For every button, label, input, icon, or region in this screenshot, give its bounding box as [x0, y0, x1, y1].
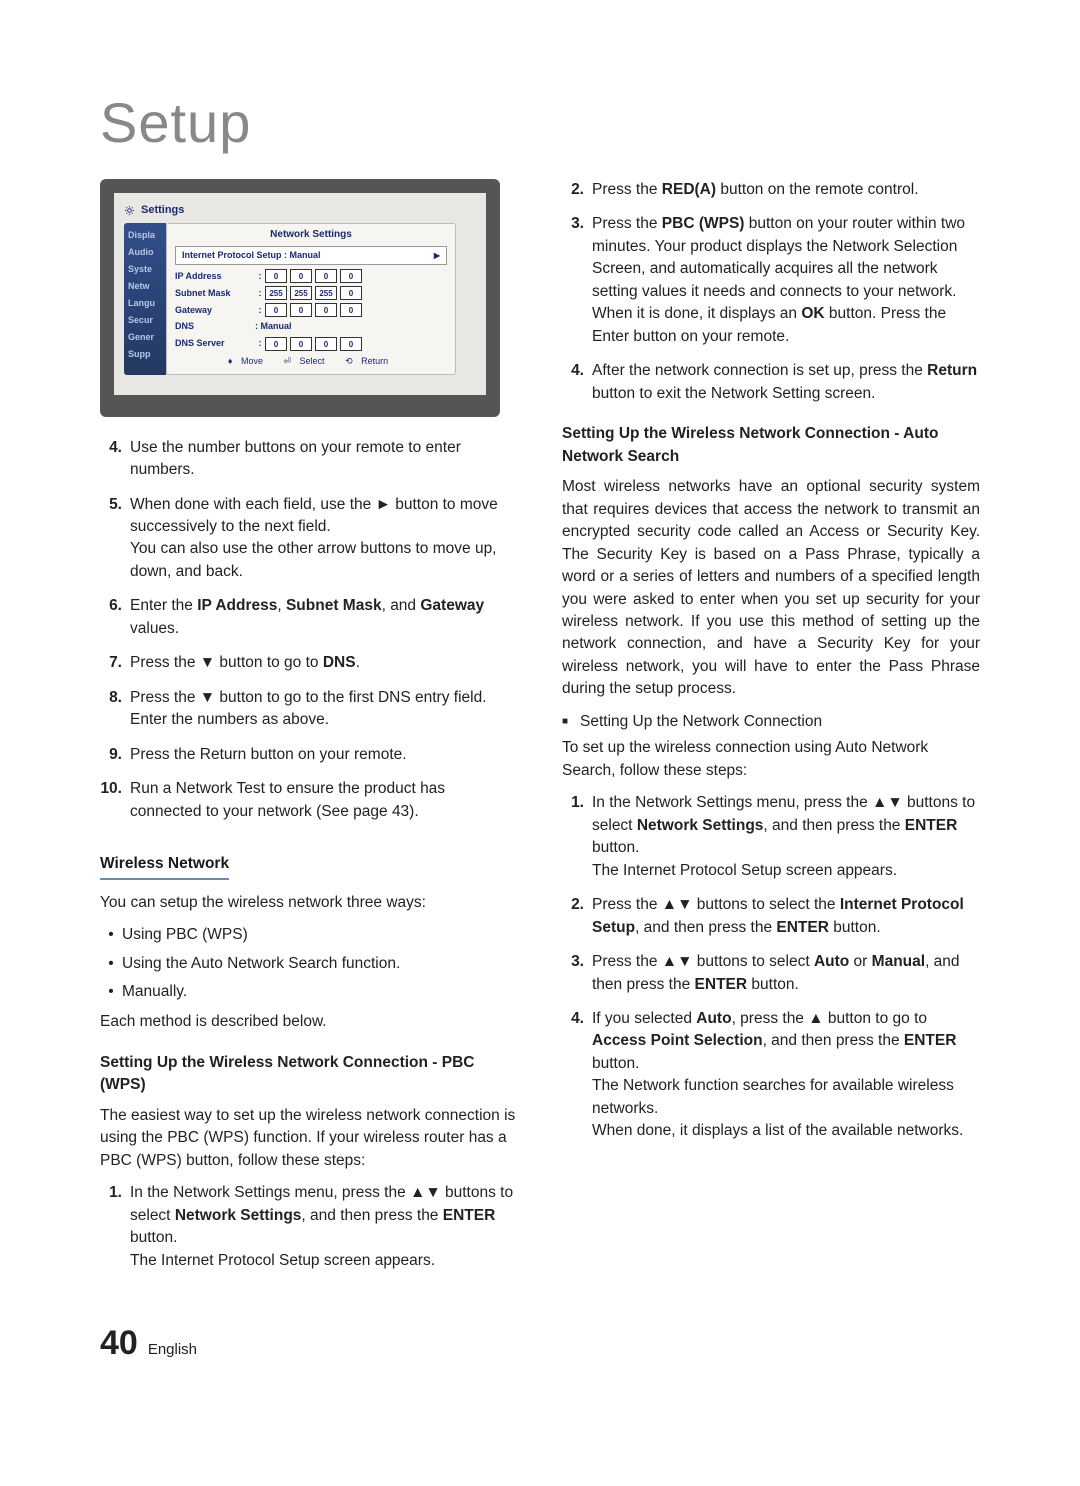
bullet-manual: •Manually.	[100, 981, 518, 1003]
right-column: 2.Press the RED(A) button on the remote …	[562, 179, 980, 1284]
tv-ip-box: 255	[290, 286, 312, 300]
step-4: 4.Use the number buttons on your remote …	[100, 437, 518, 482]
page-title: Setup	[100, 90, 980, 155]
tv-side-item: Audio	[124, 244, 166, 261]
tv-ip-box: 0	[340, 303, 362, 317]
tv-ip-box: 0	[340, 337, 362, 351]
tv-row-dns-server: DNS Server : 0 0 0 0	[175, 337, 447, 351]
tv-dropdown-label: Internet Protocol Setup : Manual	[182, 249, 321, 262]
conn-heading: ■Setting Up the Network Connection	[562, 711, 980, 733]
wireless-heading: Wireless Network	[100, 853, 229, 879]
tv-ip-box: 0	[265, 337, 287, 351]
r-step-4: 4.After the network connection is set up…	[562, 360, 980, 405]
tv-ip-box: 0	[265, 269, 287, 283]
pbc-intro: The easiest way to set up the wireless n…	[100, 1105, 518, 1172]
tv-side-item: Langu	[124, 295, 166, 312]
tv-footer-select: ⏎ Select	[283, 356, 330, 366]
r-step-3: 3.Press the PBC (WPS) button on your rou…	[562, 213, 980, 348]
page-footer: 40 English	[100, 1324, 980, 1363]
tv-row-dns: DNS : Manual	[175, 320, 447, 333]
tv-row-label: Subnet Mask	[175, 287, 255, 300]
tv-side-item: Syste	[124, 261, 166, 278]
tv-titlebar: Settings	[124, 203, 456, 219]
a-step-2: 2.Press the ▲▼ buttons to select the Int…	[562, 894, 980, 939]
page-lang: English	[148, 1341, 197, 1358]
tv-side-item: Gener	[124, 329, 166, 346]
a-step-3: 3.Press the ▲▼ buttons to select Auto or…	[562, 951, 980, 996]
bullet-auto: •Using the Auto Network Search function.	[100, 953, 518, 975]
tv-row-label: IP Address	[175, 270, 255, 283]
tv-row-ip: IP Address : 0 0 0 0	[175, 269, 447, 283]
step-8: 8.Press the ▼ button to go to the first …	[100, 687, 518, 732]
tv-footer: ♦ Move ⏎ Select ⟲ Return	[175, 355, 447, 368]
chevron-right-icon: ▶	[434, 250, 440, 262]
conn-intro: To set up the wireless connection using …	[562, 737, 980, 782]
page-number: 40	[100, 1324, 138, 1363]
content-columns: Settings Displa Audio Syste Netw Langu S…	[100, 179, 980, 1284]
tv-ip-box: 255	[315, 286, 337, 300]
tv-main-panel: Network Settings Internet Protocol Setup…	[166, 223, 456, 375]
tv-ip-box: 0	[340, 286, 362, 300]
gear-icon	[124, 205, 135, 216]
tv-footer-move: ♦ Move	[228, 356, 269, 366]
tv-ip-box: 0	[315, 269, 337, 283]
tv-ip-box: 0	[265, 303, 287, 317]
auto-heading: Setting Up the Wireless Network Connecti…	[562, 423, 980, 468]
tv-side-item: Supp	[124, 346, 166, 363]
tv-side-item: Secur	[124, 312, 166, 329]
pbc-step-1: 1.In the Network Settings menu, press th…	[100, 1182, 518, 1272]
wireless-each: Each method is described below.	[100, 1011, 518, 1033]
tv-ip-box: 0	[290, 269, 312, 283]
a-step-1: 1.In the Network Settings menu, press th…	[562, 792, 980, 882]
tv-side-item: Displa	[124, 227, 166, 244]
tv-ip-box: 0	[315, 303, 337, 317]
tv-dns-value: : Manual	[255, 320, 292, 333]
tv-side-item: Netw	[124, 278, 166, 295]
tv-ip-box: 0	[315, 337, 337, 351]
r-step-2: 2.Press the RED(A) button on the remote …	[562, 179, 980, 201]
tv-ip-box: 0	[340, 269, 362, 283]
tv-sidebar: Displa Audio Syste Netw Langu Secur Gene…	[124, 223, 166, 375]
left-column: Settings Displa Audio Syste Netw Langu S…	[100, 179, 518, 1284]
tv-row-gateway: Gateway : 0 0 0 0	[175, 303, 447, 317]
wireless-intro: You can setup the wireless network three…	[100, 892, 518, 914]
step-7: 7.Press the ▼ button to go to DNS.	[100, 652, 518, 674]
auto-paragraph: Most wireless networks have an optional …	[562, 476, 980, 701]
step-6: 6.Enter the IP Address, Subnet Mask, and…	[100, 595, 518, 640]
tv-ip-box: 255	[265, 286, 287, 300]
tv-settings-mock: Settings Displa Audio Syste Netw Langu S…	[100, 179, 500, 417]
tv-protocol-dropdown: Internet Protocol Setup : Manual ▶	[175, 246, 447, 265]
tv-ip-box: 0	[290, 337, 312, 351]
tv-row-label: DNS	[175, 320, 255, 333]
pbc-heading: Setting Up the Wireless Network Connecti…	[100, 1052, 518, 1097]
tv-row-subnet: Subnet Mask : 255 255 255 0	[175, 286, 447, 300]
step-5: 5.When done with each field, use the ► b…	[100, 494, 518, 584]
tv-ip-box: 0	[290, 303, 312, 317]
step-9: 9.Press the Return button on your remote…	[100, 744, 518, 766]
tv-row-label: DNS Server	[175, 337, 255, 350]
tv-row-label: Gateway	[175, 304, 255, 317]
step-10: 10.Run a Network Test to ensure the prod…	[100, 778, 518, 823]
tv-settings-label: Settings	[141, 203, 184, 219]
tv-footer-return: ⟲ Return	[345, 356, 394, 366]
tv-panel-title: Network Settings	[175, 228, 447, 243]
bullet-pbc: •Using PBC (WPS)	[100, 924, 518, 946]
a-step-4: 4.If you selected Auto, press the ▲ butt…	[562, 1008, 980, 1143]
